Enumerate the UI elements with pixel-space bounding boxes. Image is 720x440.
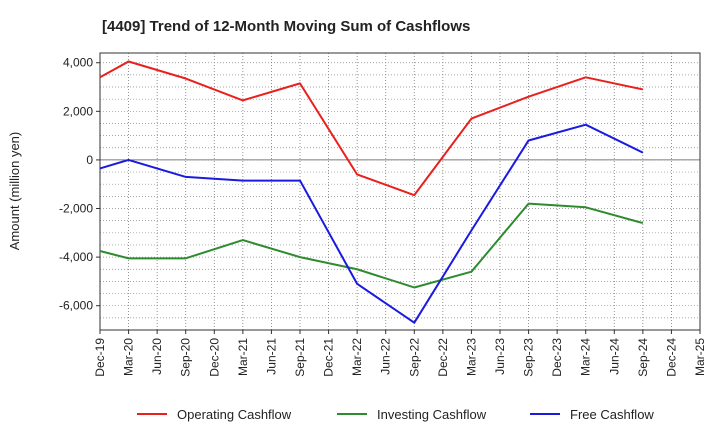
y-tick-label: -2,000	[59, 202, 93, 216]
series-line	[99, 60, 644, 197]
y-axis-label: Amount (million yen)	[7, 132, 22, 251]
x-axis: Dec-19 Mar-20 Jun-20 Sep-20 Dec-20 Mar-21 Jun-…	[93, 330, 707, 377]
legend-label: Operating Cashflow	[177, 407, 292, 422]
x-tick-label: Dec-19	[93, 338, 107, 377]
x-tick-label: Sep-24	[636, 338, 650, 377]
x-tick-label: Dec-23	[550, 338, 564, 377]
x-tick-label: Jun-22	[379, 338, 393, 375]
x-tick-label: Jun-23	[493, 338, 507, 375]
x-tick-label: Mar-25	[693, 338, 707, 376]
x-tick-label: Jun-21	[264, 338, 278, 375]
x-tick-label: Dec-21	[322, 338, 336, 377]
chart-title: [4409] Trend of 12-Month Moving Sum of C…	[102, 18, 470, 35]
x-tick-label: Dec-20	[207, 338, 221, 377]
series-layer	[99, 60, 644, 324]
x-tick-label: Mar-23	[464, 338, 478, 376]
legend: Operating Cashflow Investing Cashflow Free…	[137, 407, 654, 422]
x-tick-label: Sep-21	[293, 338, 307, 377]
x-tick-label: Mar-20	[122, 338, 136, 376]
plot-frame	[99, 52, 701, 331]
series-line	[99, 202, 644, 289]
x-tick-label: Sep-20	[179, 338, 193, 377]
x-tick-label: Mar-24	[579, 338, 593, 376]
x-tick-label: Mar-22	[350, 338, 364, 376]
legend-label: Investing Cashflow	[377, 407, 487, 422]
x-tick-label: Sep-23	[522, 338, 536, 377]
y-tick-label: -4,000	[59, 250, 93, 264]
x-tick-label: Jun-24	[607, 338, 621, 375]
legend-item: Investing Cashflow	[337, 407, 487, 422]
legend-label: Free Cashflow	[570, 407, 654, 422]
legend-item: Free Cashflow	[530, 407, 654, 422]
x-tick-label: Sep-22	[407, 338, 421, 377]
x-tick-label: Mar-21	[236, 338, 250, 376]
legend-item: Operating Cashflow	[137, 407, 292, 422]
y-tick-label: 4,000	[63, 56, 93, 70]
y-tick-label: -6,000	[59, 299, 93, 313]
series-line	[99, 123, 644, 324]
x-tick-label: Dec-22	[436, 338, 450, 377]
x-tick-label: Dec-24	[664, 338, 678, 377]
y-tick-label: 0	[86, 153, 93, 167]
y-axis: 4,000 2,000 0 -2,000 -4,000 -6,000	[59, 56, 100, 313]
x-tick-label: Jun-20	[150, 338, 164, 375]
y-tick-label: 2,000	[63, 104, 93, 118]
grid-lines	[99, 53, 701, 331]
